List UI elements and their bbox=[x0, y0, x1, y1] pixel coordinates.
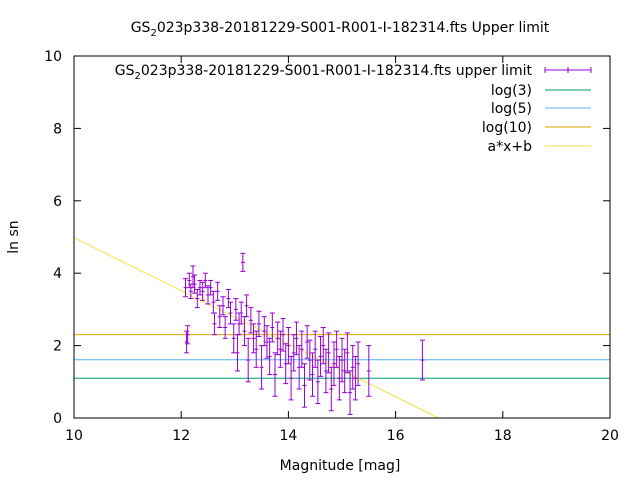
y-tick-label: 0 bbox=[53, 411, 62, 427]
y-tick-label: 10 bbox=[44, 49, 62, 65]
data-point bbox=[253, 330, 259, 368]
data-point bbox=[202, 272, 208, 289]
data-point bbox=[211, 312, 217, 336]
data-point bbox=[328, 366, 334, 412]
data-point bbox=[277, 330, 283, 368]
data-point bbox=[251, 323, 257, 354]
data-point bbox=[334, 330, 340, 368]
data-point bbox=[267, 337, 273, 376]
data-point bbox=[244, 294, 250, 318]
data-point bbox=[222, 316, 228, 339]
data-point bbox=[318, 336, 324, 377]
data-point bbox=[315, 359, 321, 405]
data-point bbox=[347, 370, 353, 415]
data-point bbox=[233, 298, 239, 321]
x-tick-label: 18 bbox=[494, 428, 512, 444]
data-point bbox=[323, 348, 329, 394]
data-point bbox=[200, 281, 206, 301]
data-point bbox=[366, 345, 372, 397]
fit-line bbox=[74, 237, 439, 418]
data-point bbox=[194, 288, 200, 309]
x-tick-label: 10 bbox=[65, 428, 83, 444]
x-axis-ticks: 10 12 14 16 18 20 bbox=[65, 56, 619, 444]
data-point bbox=[197, 279, 203, 296]
data-point bbox=[336, 355, 342, 401]
data-point bbox=[299, 330, 305, 368]
data-point bbox=[331, 341, 337, 386]
data-point bbox=[228, 301, 234, 325]
data-point bbox=[269, 312, 275, 343]
data-point bbox=[291, 334, 297, 372]
x-tick-label: 12 bbox=[172, 428, 190, 444]
chart-title-main: GS bbox=[131, 20, 151, 36]
chart-title-subscript: 2 bbox=[150, 28, 156, 39]
data-point bbox=[280, 317, 286, 352]
legend-label-main: GS bbox=[115, 63, 135, 79]
data-point bbox=[185, 325, 191, 345]
data-point bbox=[304, 325, 310, 359]
data-point bbox=[285, 327, 291, 365]
data-point bbox=[339, 337, 345, 383]
legend-label: GS2023p338-20181229-S001-R001-I-182314.f… bbox=[115, 63, 533, 82]
data-point bbox=[261, 316, 267, 347]
data-point bbox=[248, 307, 254, 334]
legend-label: log(10) bbox=[482, 120, 532, 136]
data-point bbox=[288, 355, 294, 401]
data-point bbox=[240, 252, 246, 272]
data-point bbox=[350, 345, 356, 390]
data-point bbox=[220, 296, 226, 316]
x-tick-label: 20 bbox=[601, 428, 619, 444]
data-point bbox=[312, 330, 318, 368]
data-point bbox=[238, 301, 244, 325]
legend-label: log(5) bbox=[491, 101, 532, 117]
chart-title-rest: 023p338-20181229-S001-R001-I-182314.fts … bbox=[157, 20, 550, 36]
y-tick-label: 6 bbox=[53, 194, 62, 210]
data-point bbox=[419, 339, 425, 381]
data-point bbox=[355, 341, 361, 386]
legend-label: log(3) bbox=[491, 83, 532, 99]
chart-title: GS2023p338-20181229-S001-R001-I-182314.f… bbox=[131, 20, 550, 39]
y-tick-label: 2 bbox=[53, 339, 62, 355]
data-point bbox=[342, 348, 348, 394]
y-tick-label: 4 bbox=[53, 266, 62, 282]
plot-points bbox=[182, 252, 425, 415]
legend-label-rest: 023p338-20181229-S001-R001-I-182314.fts … bbox=[141, 63, 533, 79]
data-point bbox=[215, 281, 221, 301]
data-point bbox=[344, 332, 350, 374]
data-point bbox=[275, 321, 281, 356]
data-point bbox=[217, 305, 223, 328]
data-point bbox=[182, 278, 188, 298]
data-point bbox=[231, 323, 237, 354]
data-point bbox=[234, 334, 240, 372]
plot-frame bbox=[73, 55, 611, 419]
data-point bbox=[301, 363, 307, 408]
data-point bbox=[326, 332, 332, 374]
data-point bbox=[192, 274, 198, 294]
x-tick-label: 16 bbox=[387, 428, 405, 444]
data-point bbox=[310, 352, 316, 397]
data-point bbox=[307, 339, 313, 381]
data-point bbox=[320, 327, 326, 365]
y-tick-label: 8 bbox=[53, 121, 62, 137]
data-point bbox=[352, 355, 358, 401]
legend-label: a*x+b bbox=[488, 139, 533, 155]
data-point bbox=[256, 310, 262, 338]
x-tick-label: 14 bbox=[279, 428, 297, 444]
data-point bbox=[208, 279, 214, 296]
y-axis-ticks: 0 2 4 6 8 10 bbox=[44, 49, 610, 427]
plot-lines bbox=[74, 237, 610, 418]
data-point bbox=[272, 352, 278, 397]
data-point bbox=[264, 325, 270, 359]
data-point bbox=[293, 321, 299, 356]
data-point bbox=[225, 288, 231, 309]
legend: GS2023p338-20181229-S001-R001-I-182314.f… bbox=[115, 63, 592, 155]
y-axis-label: ln sn bbox=[6, 220, 22, 253]
data-point bbox=[245, 337, 251, 383]
x-axis-label: Magnitude [mag] bbox=[280, 458, 401, 474]
legend-label-subscript: 2 bbox=[135, 71, 141, 82]
